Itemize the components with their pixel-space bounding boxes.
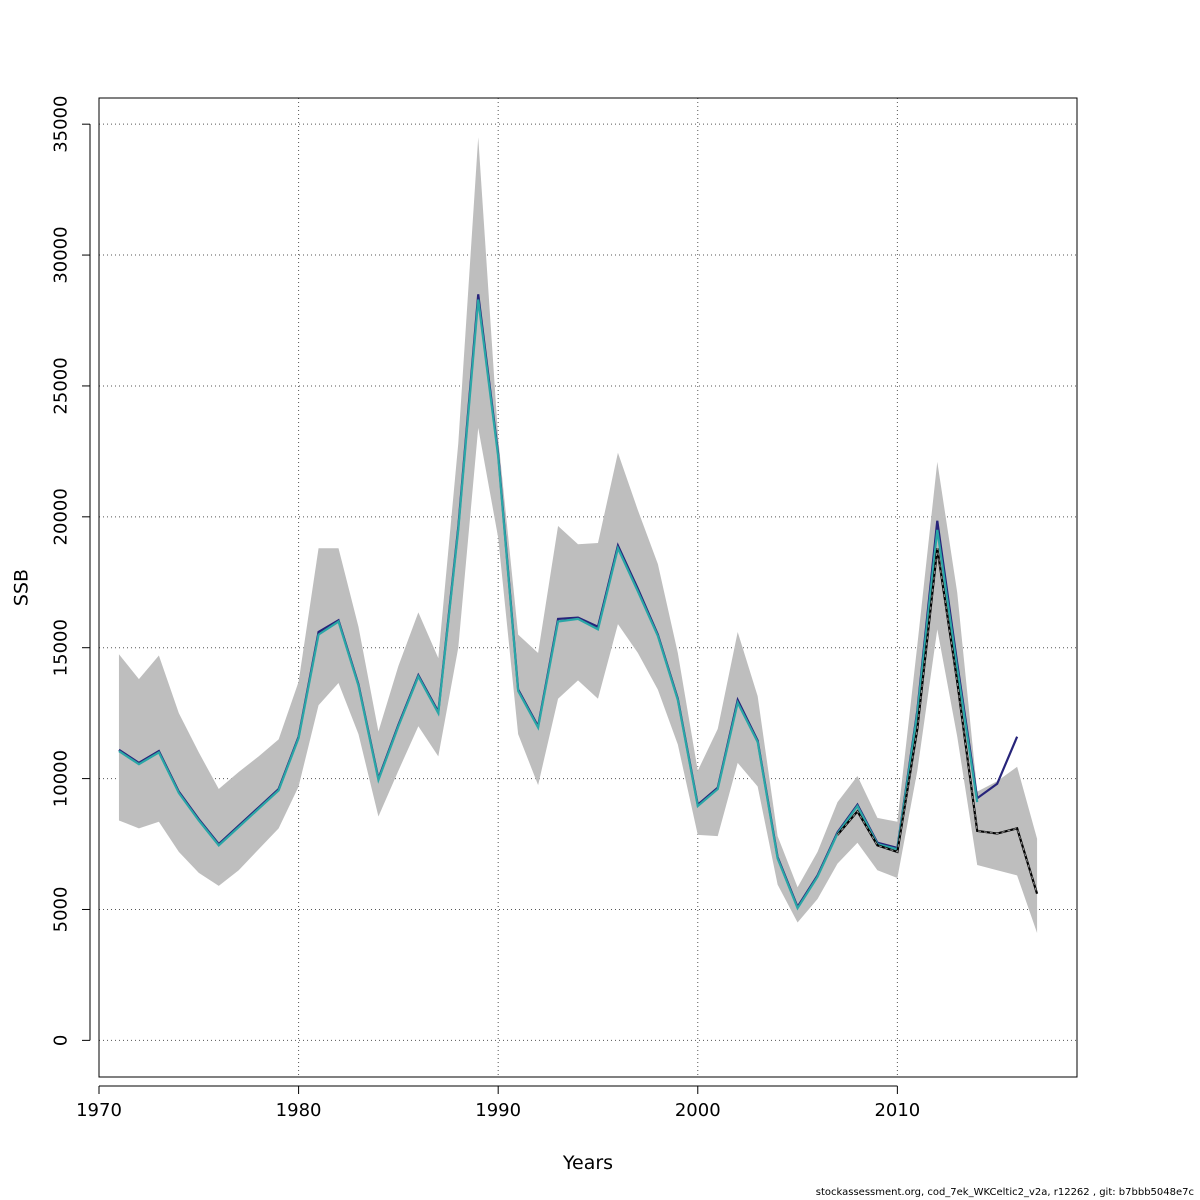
y-tick-label-0: 0 (50, 1035, 71, 1046)
series-line-2 (118, 299, 979, 911)
y-axis-title: SSB (11, 569, 33, 606)
x-tick-label-2000: 2000 (675, 1100, 721, 1121)
series-lines (118, 294, 1039, 911)
x-tick-label-2010: 2010 (874, 1100, 920, 1121)
series-line-3-dash (837, 548, 1038, 894)
y-tick-label-30000: 30000 (50, 226, 71, 283)
x-axis-title: Years (562, 1152, 613, 1174)
x-tick-label-1990: 1990 (475, 1100, 521, 1121)
confidence-band-area (118, 137, 1038, 934)
y-tick-label-10000: 10000 (50, 750, 71, 807)
x-tick-label-1970: 1970 (76, 1100, 122, 1121)
footer-credit: stockassessment.org, cod_7ek_WKCeltic2_v… (815, 1187, 1194, 1198)
x-tick-label-1980: 1980 (276, 1100, 322, 1121)
y-tick-label-35000: 35000 (50, 96, 71, 153)
y-tick-label-15000: 15000 (50, 619, 71, 676)
y-tick-label-25000: 25000 (50, 357, 71, 414)
confidence-band (118, 137, 1038, 934)
plot-frame (98, 97, 1078, 1078)
y-tick-label-5000: 5000 (50, 887, 71, 933)
y-tick-label-20000: 20000 (50, 488, 71, 545)
axes: 1970 1980 1990 2000 2010 0 5000 10000 15000 20000… (50, 96, 920, 1121)
